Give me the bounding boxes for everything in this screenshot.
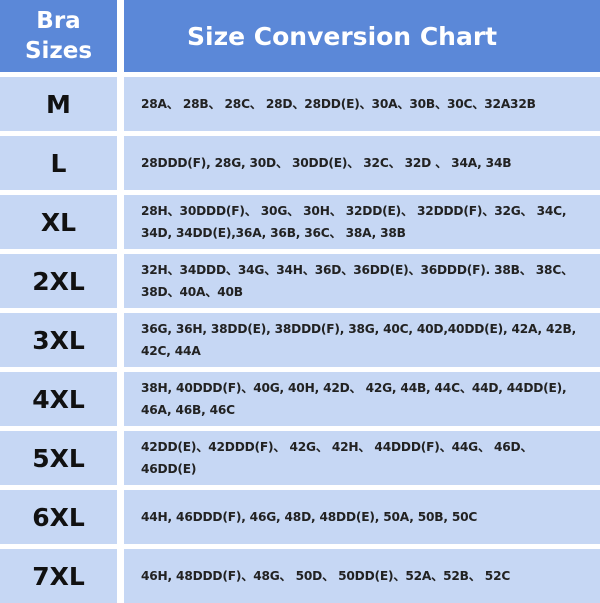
size-values: 32H、34DDD、34G、34H、36D、36DD(E)、36DDD(F). …: [124, 254, 600, 308]
header-bra: Bra: [36, 8, 81, 34]
size-label: 4XL: [0, 372, 117, 426]
size-values-text: 28H、30DDD(F)、 30G、 30H、 32DD(E)、 32DDD(F…: [141, 204, 567, 240]
size-label: 3XL: [0, 313, 117, 367]
size-values-text: 42DD(E)、42DDD(F)、 42G、 42H、 44DDD(F)、44G…: [141, 440, 533, 476]
size-values: 36G, 36H, 38DD(E), 38DDD(F), 38G, 40C, 4…: [124, 313, 600, 367]
size-label: 6XL: [0, 490, 117, 544]
size-values: 28A、 28B、 28C、 28D、28DD(E)、30A、30B、30C、3…: [124, 77, 600, 131]
size-label: 7XL: [0, 549, 117, 603]
size-label: 5XL: [0, 431, 117, 485]
size-values: 42DD(E)、42DDD(F)、 42G、 42H、 44DDD(F)、44G…: [124, 431, 600, 485]
size-label: 2XL: [0, 254, 117, 308]
size-values-text: 28DDD(F), 28G, 30D、 30DD(E)、 32C、 32D 、 …: [141, 156, 512, 170]
size-values-text: 44H, 46DDD(F), 46G, 48D, 48DD(E), 50A, 5…: [141, 510, 478, 524]
size-values-text: 32H、34DDD、34G、34H、36D、36DD(E)、36DDD(F). …: [141, 263, 574, 299]
size-values-text: 36G, 36H, 38DD(E), 38DDD(F), 38G, 40C, 4…: [141, 322, 577, 358]
size-values-text: 28A、 28B、 28C、 28D、28DD(E)、30A、30B、30C、3…: [141, 97, 536, 111]
size-label: M: [0, 77, 117, 131]
size-values-text: 46H, 48DDD(F)、48G、 50D、 50DD(E)、52A、52B、…: [141, 569, 511, 583]
size-label: XL: [0, 195, 117, 249]
size-values: 28H、30DDD(F)、 30G、 30H、 32DD(E)、 32DDD(F…: [124, 195, 600, 249]
header-sizes: Sizes: [24, 38, 93, 64]
header-title: Size Conversion Chart: [124, 0, 600, 72]
size-values-text: 38H, 40DDD(F)、40G, 40H, 42D、 42G, 44B, 4…: [141, 381, 567, 417]
size-values: 46H, 48DDD(F)、48G、 50D、 50DD(E)、52A、52B、…: [124, 549, 600, 603]
size-values: 44H, 46DDD(F), 46G, 48D, 48DD(E), 50A, 5…: [124, 490, 600, 544]
size-label: L: [0, 136, 117, 190]
size-values: 38H, 40DDD(F)、40G, 40H, 42D、 42G, 44B, 4…: [124, 372, 600, 426]
size-values: 28DDD(F), 28G, 30D、 30DD(E)、 32C、 32D 、 …: [124, 136, 600, 190]
header-bra-sizes: Bra Sizes: [0, 0, 117, 72]
